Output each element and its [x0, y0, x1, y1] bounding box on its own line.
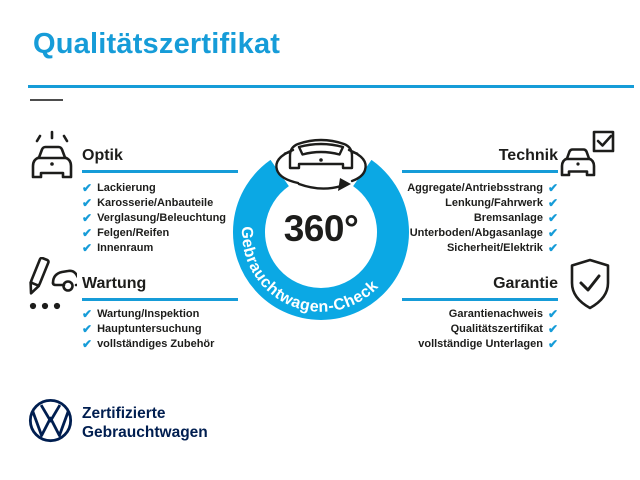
section-title-wartung: Wartung [82, 275, 147, 292]
car-checkbox-icon [560, 130, 615, 177]
list-item: Bremsanlage ✔ [407, 211, 558, 226]
title-dash-mark [30, 99, 63, 101]
section-rule-wartung [82, 298, 238, 301]
check-icon: ✔ [547, 226, 558, 240]
list-item-label: Lenkung/Fahrwerk [445, 197, 543, 209]
check-icon: ✔ [82, 307, 93, 321]
check-icon: ✔ [547, 181, 558, 195]
list-item: Sicherheit/Elektrik ✔ [407, 241, 558, 256]
rotating-car-icon [275, 138, 367, 191]
list-item: ✔ Lackierung [82, 181, 226, 196]
footer-line1: Zertifizierte [82, 405, 166, 422]
list-item: ✔ vollständiges Zubehör [82, 337, 214, 352]
footer-line2: Gebrauchtwagen [82, 424, 208, 441]
check-icon: ✔ [82, 226, 93, 240]
check-icon: ✔ [547, 211, 558, 225]
list-item: ✔ Innenraum [82, 241, 226, 256]
list-item: Qualitätszertifikat ✔ [418, 322, 558, 337]
vw-logo [28, 398, 73, 443]
shield-check-icon [570, 258, 610, 310]
check-icon: ✔ [547, 241, 558, 255]
section-title-optik: Optik [82, 147, 123, 164]
check-icon: ✔ [82, 241, 93, 255]
check-icon: ✔ [82, 322, 93, 336]
list-item-label: Felgen/Reifen [97, 227, 170, 239]
list-item-label: Sicherheit/Elektrik [446, 242, 543, 254]
list-item-label: Lackierung [97, 182, 156, 194]
list-item-label: Verglasung/Beleuchtung [97, 212, 227, 224]
technik-check-list: Aggregate/Antriebsstrang ✔ Lenkung/Fahrwe… [407, 181, 558, 256]
check-icon: ✔ [82, 196, 93, 210]
badge-value: 360° [284, 208, 359, 249]
list-item-label: Qualitätszertifikat [450, 323, 543, 335]
list-item-label: Unterboden/Abgasanlage [409, 227, 543, 239]
check-icon: ✔ [82, 181, 93, 195]
badge-ring [233, 159, 409, 320]
garantie-check-list: Garantienachweis ✔ Qualitätszertifikat ✔ v… [418, 307, 558, 352]
check-icon: ✔ [82, 211, 93, 225]
list-item: vollständige Unterlagen ✔ [418, 337, 558, 352]
list-item: Aggregate/Antriebsstrang ✔ [407, 181, 558, 196]
service-pencil-car-icon [29, 257, 77, 310]
list-item-label: Garantienachweis [448, 308, 543, 320]
title-underline [28, 85, 634, 88]
list-item-label: vollständiges Zubehör [97, 338, 215, 350]
check-icon: ✔ [547, 196, 558, 210]
list-item-label: Innenraum [97, 242, 154, 254]
check-icon: ✔ [547, 307, 558, 321]
footer-brand-text: Zertifizierte Gebrauchtwagen [82, 404, 208, 442]
list-item: Unterboden/Abgasanlage ✔ [407, 226, 558, 241]
list-item-label: Aggregate/Antriebsstrang [407, 182, 543, 194]
list-item: Garantienachweis ✔ [418, 307, 558, 322]
list-item-label: Karosserie/Anbauteile [97, 197, 214, 209]
section-title-garantie: Garantie [493, 275, 558, 292]
list-item: ✔ Wartung/Inspektion [82, 307, 214, 322]
list-item: ✔ Verglasung/Beleuchtung [82, 211, 226, 226]
list-item-label: vollständige Unterlagen [418, 338, 543, 350]
list-item-label: Wartung/Inspektion [97, 308, 200, 320]
check-icon: ✔ [547, 337, 558, 351]
check-icon: ✔ [82, 337, 93, 351]
section-rule-optik [82, 170, 238, 173]
list-item-label: Bremsanlage [473, 212, 543, 224]
sparkling-car-icon [31, 130, 73, 179]
list-item-label: Hauptuntersuchung [97, 323, 202, 335]
list-item: ✔ Karosserie/Anbauteile [82, 196, 226, 211]
section-rule-technik [402, 170, 558, 173]
optik-check-list: ✔ Lackierung ✔ Karosserie/Anbauteile ✔ Verg… [82, 181, 226, 256]
check-icon: ✔ [547, 322, 558, 336]
list-item: ✔ Felgen/Reifen [82, 226, 226, 241]
section-title-technik: Technik [498, 147, 558, 164]
list-item: Lenkung/Fahrwerk ✔ [407, 196, 558, 211]
page-title: Qualitätszertifikat [33, 28, 281, 60]
section-rule-garantie [402, 298, 558, 301]
wartung-check-list: ✔ Wartung/Inspektion ✔ Hauptuntersuchung ✔… [82, 307, 214, 352]
list-item: ✔ Hauptuntersuchung [82, 322, 214, 337]
360-check-badge: Gebrauchtwagen-Check 360° [233, 138, 409, 320]
